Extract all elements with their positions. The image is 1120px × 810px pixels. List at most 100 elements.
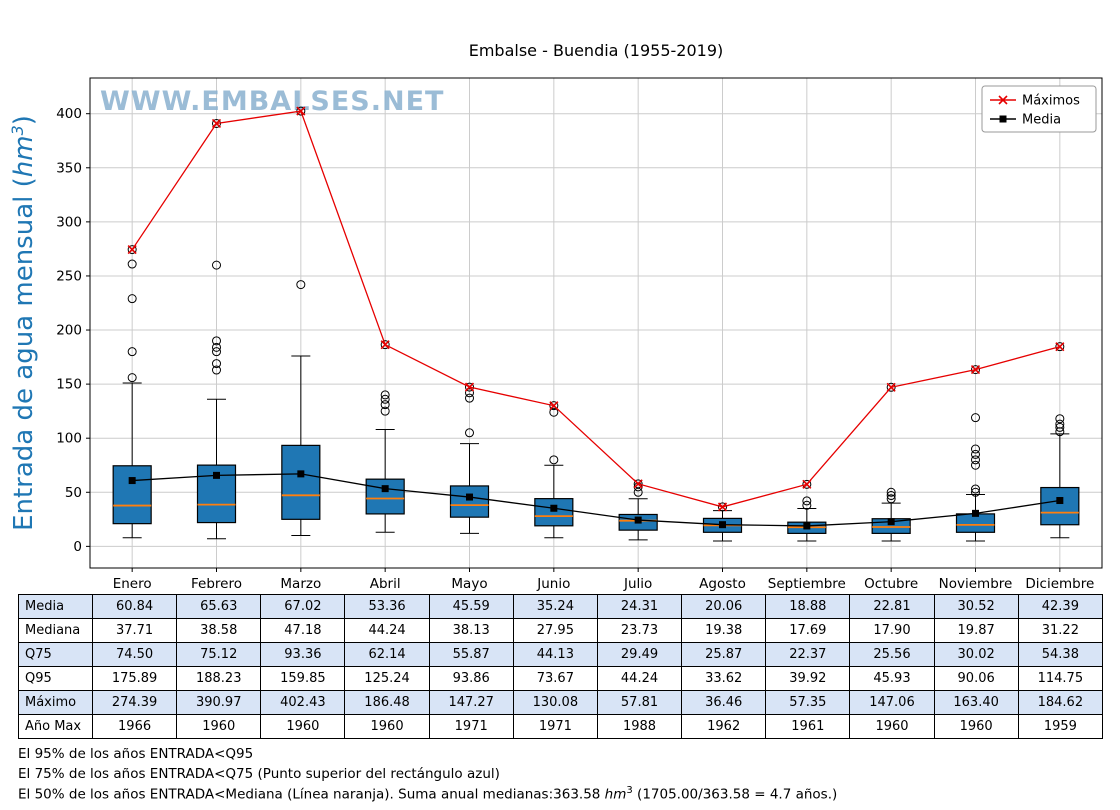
y-tick-label: 0	[73, 539, 82, 555]
footnotes: El 95% de los años ENTRADA<Q95 El 75% de…	[18, 745, 1120, 805]
table-row: Máximo 274.39 390.97 402.43 186.48 147.27 130.…	[18, 690, 1104, 715]
table-cell: 47.18	[260, 618, 346, 643]
legend-label: Media	[1022, 113, 1061, 128]
table-cell: 42.39	[1017, 594, 1104, 619]
boxplot-chart: WWW.EMBALSES.NET 0 50 100 150 200 250 300 350 400…	[8, 41, 1103, 592]
table-cell: 1960	[933, 714, 1019, 739]
x-tick-label: Febrero	[191, 576, 242, 592]
y-tick-label: 50	[65, 485, 82, 501]
y-tick-label: 100	[56, 431, 82, 447]
table-cell: 36.46	[681, 690, 767, 715]
table-cell: 175.89	[91, 666, 178, 691]
x-tick-label: Diciembre	[1025, 576, 1094, 592]
table-cell: 93.86	[428, 666, 514, 691]
table-cell: 147.27	[428, 690, 514, 715]
table-cell: 93.36	[260, 642, 346, 667]
table-cell: 1971	[512, 714, 598, 739]
table-cell: 17.69	[765, 618, 851, 643]
table-cell: 402.43	[260, 690, 346, 715]
table-cell: 130.08	[512, 690, 598, 715]
y-tick-label: 150	[56, 377, 82, 393]
table-cell: 23.73	[596, 618, 683, 643]
footnote-mediana: El 50% de los años ENTRADA<Mediana (Líne…	[18, 785, 838, 803]
row-label: Año Max	[18, 714, 93, 739]
y-tick-label: 200	[56, 323, 82, 339]
x-tick-label: Septiembre	[768, 576, 846, 592]
table-cell: 274.39	[91, 690, 178, 715]
table-cell: 125.24	[344, 666, 430, 691]
table-cell: 20.06	[681, 594, 767, 619]
x-tick-label: Junio	[536, 576, 570, 592]
y-tick-label: 350	[56, 160, 82, 176]
table-cell: 19.87	[933, 618, 1019, 643]
y-tick-label: 250	[56, 268, 82, 284]
table-cell: 65.63	[176, 594, 262, 619]
table-cell: 74.50	[91, 642, 178, 667]
x-tick-label: Noviembre	[939, 576, 1013, 592]
table-row: Q95 175.89 188.23 159.85 125.24 93.86 73.67 44.…	[18, 666, 1104, 691]
plot-border	[89, 77, 1103, 569]
table-cell: 33.62	[681, 666, 767, 691]
chart-title: Embalse - Buendia (1955-2019)	[469, 41, 724, 60]
table-cell: 1960	[344, 714, 430, 739]
x-tick-label: Octubre	[864, 576, 918, 592]
table-cell: 147.06	[849, 690, 935, 715]
table-cell: 44.13	[512, 642, 598, 667]
x-tick-label: Julio	[623, 576, 652, 592]
table-cell: 17.90	[849, 618, 935, 643]
table-cell: 38.58	[176, 618, 262, 643]
maximos-line	[127, 106, 1065, 512]
y-tick-label: 300	[56, 214, 82, 230]
table-cell: 67.02	[260, 594, 346, 619]
table-cell: 90.06	[933, 666, 1019, 691]
table-cell: 1960	[260, 714, 346, 739]
table-cell: 57.35	[765, 690, 851, 715]
table-cell: 60.84	[91, 594, 178, 619]
table-cell: 1988	[596, 714, 683, 739]
table-row: Media 60.84 65.63 67.02 53.36 45.59 35.24 24.31…	[18, 594, 1104, 619]
table-cell: 45.59	[428, 594, 514, 619]
legend-label: Máximos	[1022, 94, 1080, 109]
x-tick-label: Abril	[370, 576, 401, 592]
media-line	[128, 470, 1064, 530]
table-cell: 75.12	[176, 642, 262, 667]
table-cell: 39.92	[765, 666, 851, 691]
table-cell: 18.88	[765, 594, 851, 619]
table-cell: 19.38	[681, 618, 767, 643]
table-cell: 114.75	[1017, 666, 1104, 691]
table-cell: 31.22	[1017, 618, 1104, 643]
table-row: Q75 74.50 75.12 93.36 62.14 55.87 44.13 29.49 25…	[18, 642, 1104, 667]
table-cell: 188.23	[176, 666, 262, 691]
table-cell: 57.81	[596, 690, 683, 715]
row-label: Q75	[18, 642, 93, 667]
row-label: Q95	[18, 666, 93, 691]
table-cell: 30.52	[933, 594, 1019, 619]
table-cell: 159.85	[260, 666, 346, 691]
table-cell: 25.87	[681, 642, 767, 667]
table-cell: 25.56	[849, 642, 935, 667]
x-tick-label: Agosto	[699, 576, 746, 592]
footnote-q95: El 95% de los años ENTRADA<Q95	[18, 746, 254, 762]
table-cell: 53.36	[344, 594, 430, 619]
row-label: Media	[18, 594, 93, 619]
y-tick-label: 400	[56, 106, 82, 122]
table-cell: 37.71	[91, 618, 178, 643]
table-cell: 390.97	[176, 690, 262, 715]
table-cell: 22.81	[849, 594, 935, 619]
table-cell: 1962	[681, 714, 767, 739]
x-tick-label: Marzo	[280, 576, 321, 592]
x-tick-label: Mayo	[451, 576, 487, 592]
table-cell: 184.62	[1017, 690, 1104, 715]
table-cell: 30.02	[933, 642, 1019, 667]
stats-table: Media 60.84 65.63 67.02 53.36 45.59 35.24 24.31…	[18, 594, 1104, 739]
table-row: Mediana 37.71 38.58 47.18 44.24 38.13 27.95 23.…	[18, 618, 1104, 643]
table-cell: 54.38	[1017, 642, 1104, 667]
table-cell: 45.93	[849, 666, 935, 691]
table-cell: 62.14	[344, 642, 430, 667]
footnote-q75: El 75% de los años ENTRADA<Q75 (Punto su…	[18, 765, 500, 782]
y-axis-label: Entrada de agua mensual (hm3)	[8, 115, 39, 531]
table-cell: 24.31	[596, 594, 683, 619]
table-cell: 35.24	[512, 594, 598, 619]
table-cell: 44.24	[596, 666, 683, 691]
table-row: Año Max 1966 1960 1960 1960 1971 1971 1988 1962 1…	[18, 714, 1104, 739]
